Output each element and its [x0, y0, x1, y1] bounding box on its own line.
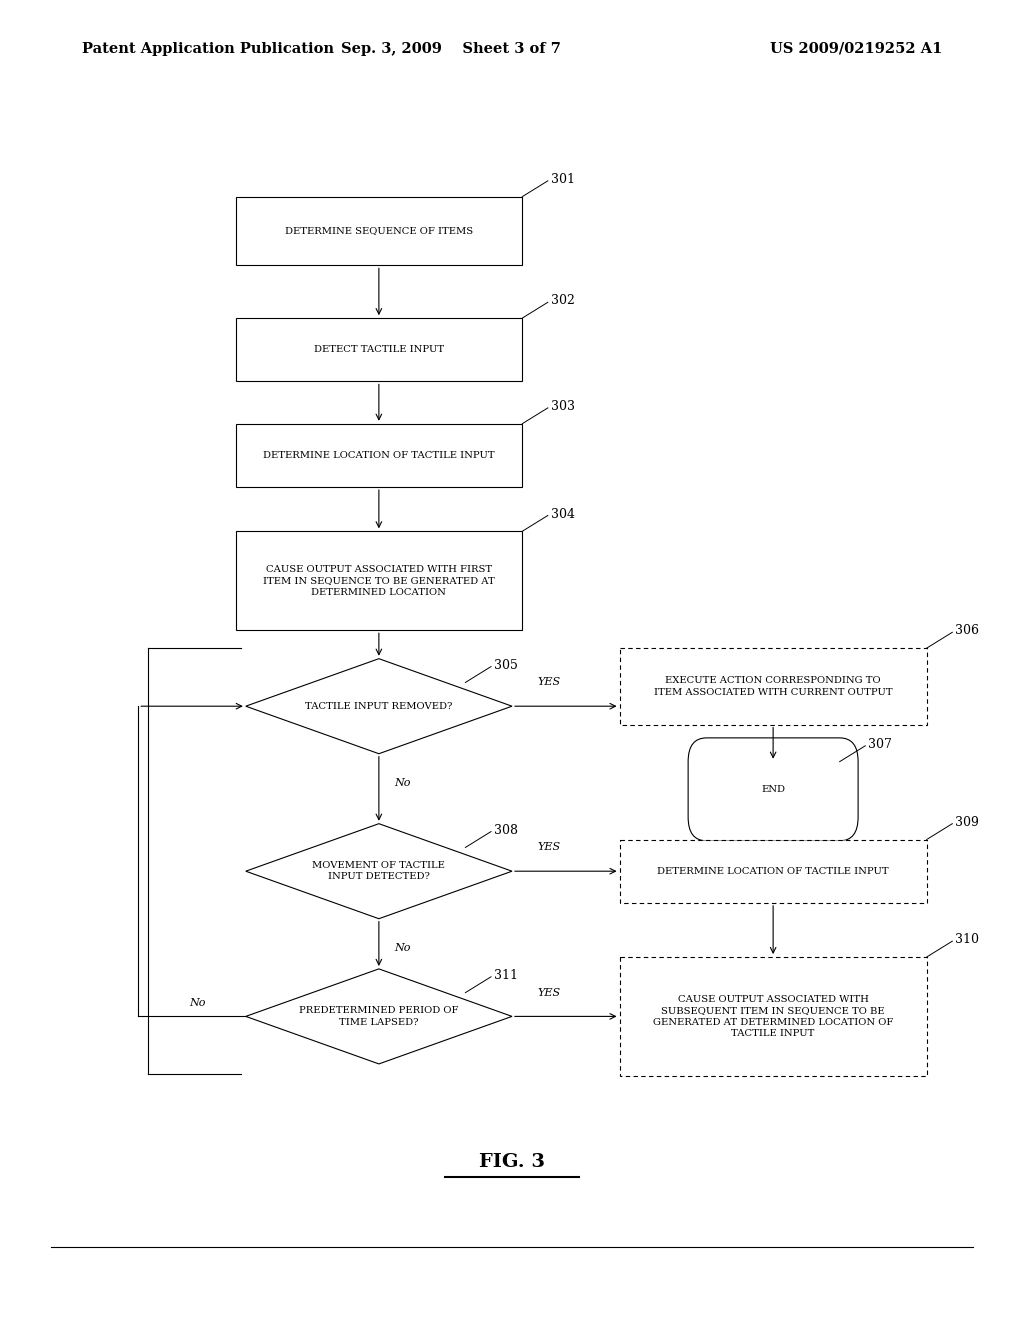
Polygon shape	[246, 969, 512, 1064]
Text: 301: 301	[551, 173, 574, 186]
Text: 310: 310	[955, 933, 979, 946]
Polygon shape	[246, 824, 512, 919]
Text: 302: 302	[551, 294, 574, 308]
Text: 311: 311	[495, 969, 518, 982]
Text: No: No	[189, 998, 206, 1008]
FancyBboxPatch shape	[236, 424, 522, 487]
Text: US 2009/0219252 A1: US 2009/0219252 A1	[770, 42, 942, 55]
FancyBboxPatch shape	[688, 738, 858, 841]
Text: PREDETERMINED PERIOD OF
TIME LAPSED?: PREDETERMINED PERIOD OF TIME LAPSED?	[299, 1006, 459, 1027]
FancyBboxPatch shape	[236, 532, 522, 631]
Text: EXECUTE ACTION CORRESPONDING TO
ITEM ASSOCIATED WITH CURRENT OUTPUT: EXECUTE ACTION CORRESPONDING TO ITEM ASS…	[653, 676, 893, 697]
Text: CAUSE OUTPUT ASSOCIATED WITH
SUBSEQUENT ITEM IN SEQUENCE TO BE
GENERATED AT DETE: CAUSE OUTPUT ASSOCIATED WITH SUBSEQUENT …	[653, 995, 893, 1038]
FancyBboxPatch shape	[620, 648, 927, 725]
Text: YES: YES	[538, 987, 561, 998]
Text: END: END	[761, 785, 785, 793]
Text: 304: 304	[551, 507, 574, 520]
Text: CAUSE OUTPUT ASSOCIATED WITH FIRST
ITEM IN SEQUENCE TO BE GENERATED AT
DETERMINE: CAUSE OUTPUT ASSOCIATED WITH FIRST ITEM …	[263, 565, 495, 597]
Text: MOVEMENT OF TACTILE
INPUT DETECTED?: MOVEMENT OF TACTILE INPUT DETECTED?	[312, 861, 445, 882]
Text: Patent Application Publication: Patent Application Publication	[82, 42, 334, 55]
Text: TACTILE INPUT REMOVED?: TACTILE INPUT REMOVED?	[305, 702, 453, 710]
Polygon shape	[246, 659, 512, 754]
Text: Sep. 3, 2009    Sheet 3 of 7: Sep. 3, 2009 Sheet 3 of 7	[341, 42, 560, 55]
Text: 306: 306	[955, 624, 979, 638]
FancyBboxPatch shape	[236, 197, 522, 265]
FancyBboxPatch shape	[620, 957, 927, 1076]
Text: 308: 308	[495, 824, 518, 837]
Text: No: No	[394, 942, 411, 953]
FancyBboxPatch shape	[620, 840, 927, 903]
Text: 309: 309	[955, 816, 979, 829]
Text: 303: 303	[551, 400, 574, 413]
Text: YES: YES	[538, 842, 561, 853]
Text: 305: 305	[495, 659, 518, 672]
FancyBboxPatch shape	[236, 318, 522, 381]
Text: DETERMINE LOCATION OF TACTILE INPUT: DETERMINE LOCATION OF TACTILE INPUT	[263, 451, 495, 459]
Text: DETERMINE LOCATION OF TACTILE INPUT: DETERMINE LOCATION OF TACTILE INPUT	[657, 867, 889, 875]
Text: DETECT TACTILE INPUT: DETECT TACTILE INPUT	[313, 346, 444, 354]
Text: YES: YES	[538, 677, 561, 688]
Text: DETERMINE SEQUENCE OF ITEMS: DETERMINE SEQUENCE OF ITEMS	[285, 227, 473, 235]
Text: FIG. 3: FIG. 3	[479, 1152, 545, 1171]
Text: No: No	[394, 777, 411, 788]
Text: 307: 307	[868, 738, 892, 751]
